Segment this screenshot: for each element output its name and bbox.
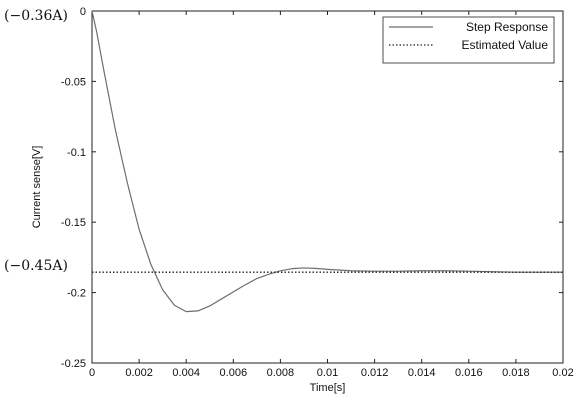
x-tick-label: 0.008 xyxy=(267,367,295,379)
annotation-steady-current: (−0.45A) xyxy=(4,258,68,274)
legend-box xyxy=(382,16,555,64)
y-tick-label: -0.15 xyxy=(61,217,86,229)
legend-label-estimated-value: Estimated Value xyxy=(462,38,549,52)
x-tick-label: 0.016 xyxy=(455,367,483,379)
plot-area xyxy=(91,10,564,364)
x-tick-label: 0.006 xyxy=(220,367,248,379)
x-tick-label: 0 xyxy=(89,367,95,379)
legend-label-step-response: Step Response xyxy=(466,20,548,34)
x-axis-label: Time[s] xyxy=(310,382,346,394)
series-line-step-response xyxy=(91,10,563,313)
x-tick-label: 0.02 xyxy=(552,367,573,379)
y-axis-label: Current sense[V] xyxy=(31,146,43,229)
y-tick-label: -0.25 xyxy=(61,358,86,370)
series-layer xyxy=(91,10,563,313)
x-tick-label: 0.012 xyxy=(361,367,389,379)
y-tick-label: -0.05 xyxy=(61,76,86,88)
x-tick-label: 0.01 xyxy=(317,367,338,379)
plot-frame xyxy=(91,10,564,364)
y-tick-label: -0.1 xyxy=(67,147,86,159)
x-tick-label: 0.014 xyxy=(408,367,436,379)
x-tick-label: 0.002 xyxy=(125,367,153,379)
annotation-top-current: (−0.36A) xyxy=(4,8,68,24)
x-tick-label: 0.004 xyxy=(172,367,200,379)
y-tick-label: -0.2 xyxy=(67,288,86,300)
legend: Step Response Estimated Value xyxy=(382,16,555,64)
y-tick-label: 0 xyxy=(80,6,86,18)
x-axis-ticks: 0 0.002 0.004 0.006 0.008 0.01 0.012 0.014 0.016… xyxy=(89,11,574,379)
x-tick-label: 0.018 xyxy=(502,367,530,379)
y-axis-ticks: 0 -0.05 -0.1 -0.15 -0.2 -0.25 xyxy=(61,6,563,370)
